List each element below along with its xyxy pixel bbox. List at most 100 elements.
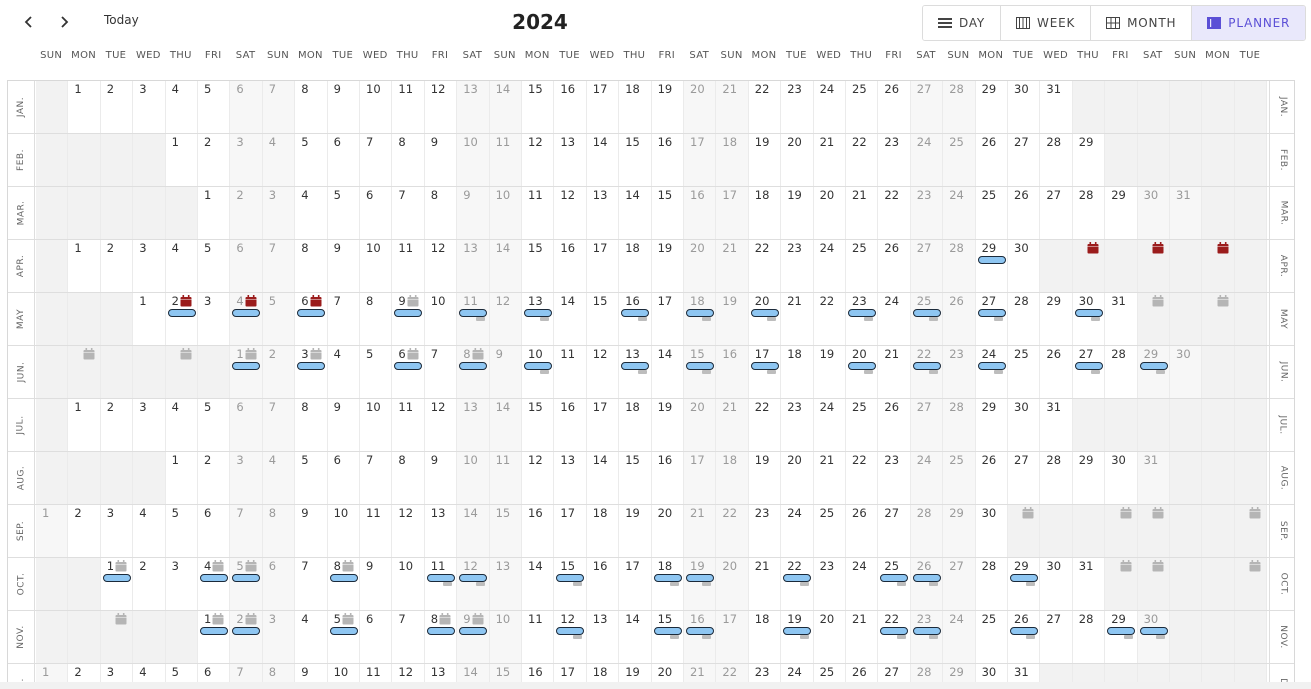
day-cell[interactable]: 27: [1040, 187, 1073, 239]
day-cell[interactable]: 13: [425, 664, 458, 689]
day-cell[interactable]: 29: [1073, 452, 1106, 504]
day-cell[interactable]: 3: [295, 346, 328, 398]
day-cell[interactable]: 11: [522, 187, 555, 239]
calendar-icon[interactable]: [472, 613, 484, 625]
day-cell[interactable]: 30: [1170, 346, 1203, 398]
day-cell[interactable]: 28: [976, 558, 1008, 610]
day-cell[interactable]: 3: [262, 611, 296, 663]
day-cell[interactable]: 19: [749, 452, 782, 504]
day-cell[interactable]: 2: [198, 134, 231, 186]
day-cell[interactable]: 24: [878, 293, 911, 345]
day-cell[interactable]: 12: [392, 664, 425, 689]
day-cell[interactable]: 16: [619, 293, 652, 345]
day-cell[interactable]: 29: [1105, 611, 1138, 663]
day-cell[interactable]: 30: [1008, 81, 1041, 133]
day-cell[interactable]: 6: [262, 558, 296, 610]
day-cell[interactable]: 21: [749, 558, 782, 610]
day-cell[interactable]: 31: [1008, 664, 1041, 689]
day-cell[interactable]: 13: [587, 187, 620, 239]
day-cell[interactable]: 28: [1040, 452, 1073, 504]
day-cell[interactable]: 16: [716, 346, 749, 398]
event-pill[interactable]: [653, 627, 682, 635]
day-cell[interactable]: 11: [554, 346, 587, 398]
calendar-icon[interactable]: [180, 348, 192, 360]
day-cell[interactable]: 7: [230, 505, 263, 557]
event-pill[interactable]: [1074, 309, 1103, 317]
day-cell[interactable]: 12: [522, 134, 555, 186]
day-cell[interactable]: 15: [619, 452, 652, 504]
day-cell[interactable]: 28: [1073, 187, 1106, 239]
event-pill[interactable]: [977, 256, 1006, 264]
event-pill[interactable]: [232, 627, 261, 635]
day-cell[interactable]: 9: [425, 452, 458, 504]
view-planner-button[interactable]: PLANNER: [1191, 6, 1306, 40]
day-cell[interactable]: 19: [619, 664, 652, 689]
day-cell[interactable]: 25: [943, 452, 976, 504]
day-cell[interactable]: 3: [101, 505, 134, 557]
day-cell[interactable]: 9: [328, 240, 360, 292]
day-cell[interactable]: 13: [457, 399, 490, 451]
day-cell[interactable]: 26: [878, 240, 911, 292]
event-pill[interactable]: [621, 362, 650, 370]
event-pill[interactable]: [977, 362, 1006, 370]
event-pill[interactable]: [297, 362, 326, 370]
day-cell[interactable]: 20: [652, 664, 684, 689]
day-cell[interactable]: 25: [846, 81, 879, 133]
event-pill[interactable]: [459, 574, 488, 582]
day-cell[interactable]: 13: [457, 240, 490, 292]
day-cell[interactable]: 8: [425, 187, 458, 239]
day-cell[interactable]: 2: [101, 81, 134, 133]
day-cell[interactable]: 6: [295, 293, 328, 345]
day-cell[interactable]: 17: [619, 558, 652, 610]
day-cell[interactable]: 3: [198, 293, 231, 345]
day-cell[interactable]: 7: [425, 346, 458, 398]
day-cell[interactable]: 15: [489, 505, 522, 557]
day-cell[interactable]: 2: [166, 293, 198, 345]
day-cell[interactable]: 20: [814, 187, 846, 239]
day-cell[interactable]: 22: [749, 240, 782, 292]
day-cell[interactable]: 20: [684, 240, 717, 292]
day-cell[interactable]: 27: [976, 293, 1008, 345]
day-cell[interactable]: 2: [230, 611, 263, 663]
event-pill[interactable]: [912, 309, 941, 317]
calendar-icon[interactable]: [180, 295, 192, 307]
day-cell[interactable]: 5: [198, 240, 231, 292]
day-cell[interactable]: 6: [230, 399, 263, 451]
day-cell[interactable]: 1: [133, 293, 166, 345]
day-cell[interactable]: 18: [684, 293, 717, 345]
day-cell[interactable]: 1: [166, 134, 198, 186]
day-cell[interactable]: 2: [133, 558, 166, 610]
day-cell[interactable]: 21: [716, 399, 749, 451]
day-cell[interactable]: 12: [425, 240, 458, 292]
day-cell[interactable]: 14: [522, 558, 555, 610]
day-cell[interactable]: 23: [781, 399, 814, 451]
event-pill[interactable]: [686, 627, 714, 635]
day-cell[interactable]: 20: [684, 399, 717, 451]
day-cell[interactable]: 23: [846, 293, 879, 345]
calendar-icon[interactable]: [1022, 507, 1034, 519]
day-cell[interactable]: 21: [814, 134, 846, 186]
event-pill[interactable]: [783, 574, 812, 582]
day-cell[interactable]: 5: [198, 81, 231, 133]
day-cell[interactable]: 13: [587, 611, 620, 663]
event-pill[interactable]: [556, 627, 585, 635]
day-cell[interactable]: 6: [360, 187, 393, 239]
view-day-button[interactable]: DAY: [923, 6, 1001, 40]
day-cell[interactable]: 16: [684, 611, 717, 663]
day-cell[interactable]: 7: [360, 134, 393, 186]
day-cell[interactable]: 29: [976, 81, 1008, 133]
day-cell[interactable]: 14: [554, 293, 587, 345]
day-cell[interactable]: 24: [846, 558, 879, 610]
day-cell[interactable]: 4: [166, 240, 198, 292]
day-cell[interactable]: 22: [910, 346, 944, 398]
day-cell[interactable]: 2: [68, 505, 101, 557]
day-cell[interactable]: 13: [619, 346, 652, 398]
event-pill[interactable]: [200, 574, 228, 582]
day-cell[interactable]: 23: [814, 558, 846, 610]
day-cell[interactable]: 26: [943, 293, 976, 345]
event-pill[interactable]: [1074, 362, 1103, 370]
calendar-icon[interactable]: [310, 295, 322, 307]
day-cell[interactable]: 16: [652, 134, 684, 186]
day-cell[interactable]: 17: [716, 611, 749, 663]
day-cell[interactable]: 16: [652, 452, 684, 504]
